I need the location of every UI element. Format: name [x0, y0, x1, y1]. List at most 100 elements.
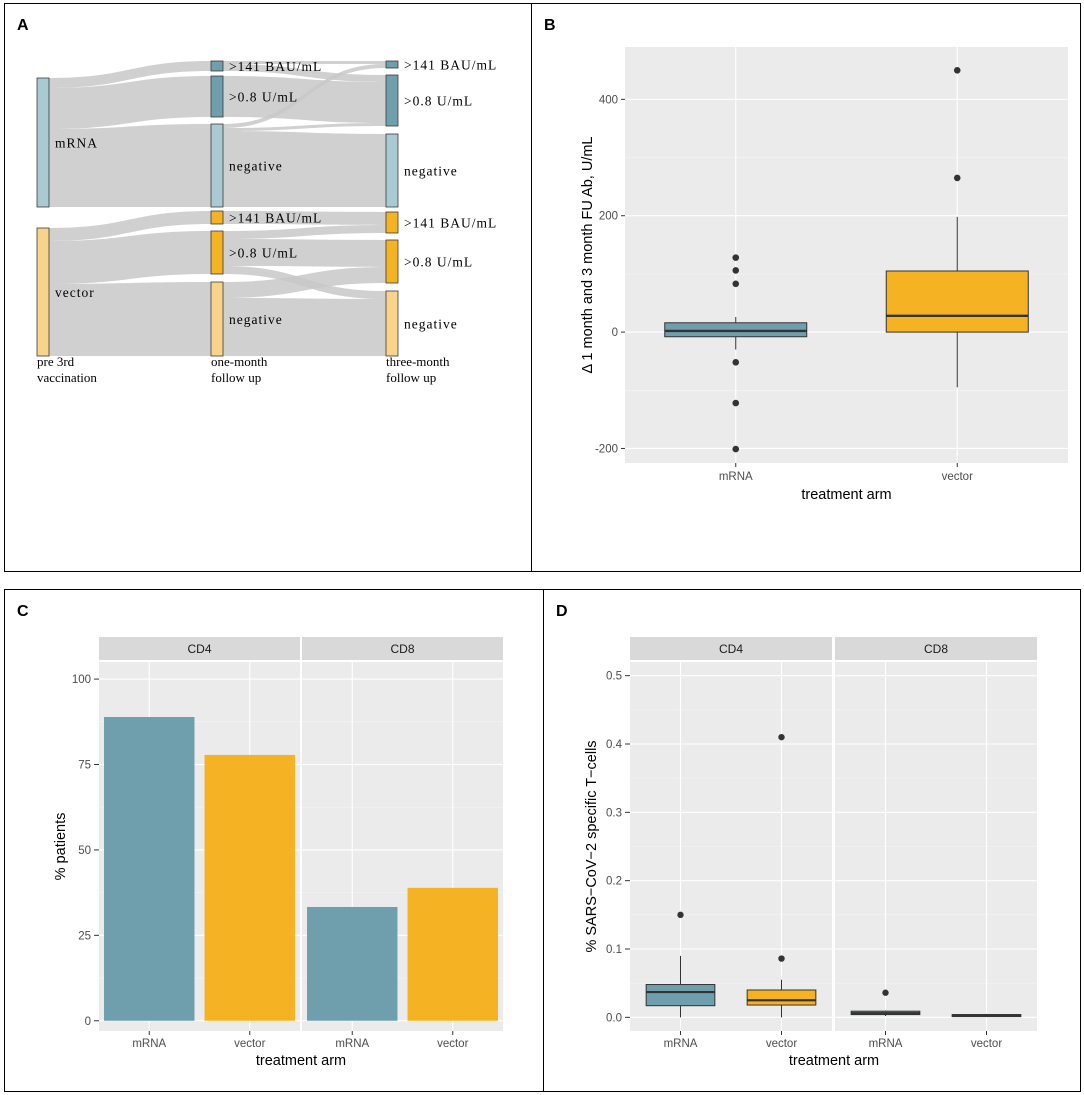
flow-vm-vh	[223, 225, 386, 239]
sankey-label-mm2: >0.8 U/mL	[404, 94, 473, 109]
panel-label-b: B	[544, 17, 556, 34]
sankey-node-mn1	[210, 123, 224, 208]
panel-d: D 0.0 0.1 0.2 0.3 0.4 0.5 CD4 mRNA vector CD8 mRNA…	[543, 589, 1081, 1092]
x-tick-label: vector	[234, 1038, 265, 1050]
flow-mn-mh	[223, 64, 386, 128]
facet-strip	[302, 637, 503, 660]
stage-label-2-1: follow up	[386, 370, 436, 385]
x-axis-title: treatment arm	[789, 1053, 879, 1069]
outlier-point	[732, 445, 740, 453]
outlier-point	[953, 174, 961, 182]
flow-vector-to-high	[49, 211, 211, 241]
y-axis-title: % SARS−CoV−2 specific T−cells	[584, 740, 600, 952]
x-tick-label: vector	[437, 1038, 468, 1050]
flow-mh-mm	[223, 64, 386, 82]
x-tick-label: mRNA	[335, 1038, 369, 1050]
boxplot-chart-d: D 0.0 0.1 0.2 0.3 0.4 0.5 CD4 mRNA vector CD8 mRNA…	[556, 603, 1037, 1069]
sankey-label-mh1: >141 BAU/mL	[229, 59, 322, 74]
y-tick-label: 100	[72, 674, 91, 686]
bar-CD8-vector	[407, 887, 498, 1021]
sankey-label-v0: vector	[55, 285, 95, 300]
y-tick-label: 75	[78, 760, 91, 772]
outlier-point	[732, 359, 740, 366]
flow-vn-vn	[223, 298, 386, 356]
flow-mn-mm	[223, 123, 386, 131]
y-axis-title: Δ 1 month and 3 month FU Ab, U/mL	[580, 137, 596, 374]
x-tick-label: vector	[971, 1038, 1002, 1050]
sankey-node-mn2	[385, 133, 399, 208]
outlier-point	[732, 280, 740, 288]
sankey-node-mm2	[385, 74, 399, 127]
y-tick-label: 0	[612, 327, 618, 339]
outlier-point	[882, 989, 889, 996]
sankey-node-mh1	[210, 60, 224, 72]
facet-label: CD8	[924, 642, 948, 656]
x-axis-title: treatment arm	[801, 487, 891, 503]
panel-label-c: C	[17, 603, 29, 620]
y-tick-label: 200	[599, 211, 618, 223]
sankey-node-vm2	[385, 239, 399, 284]
stage-label-2-0: three-month	[386, 354, 450, 369]
y-axis-title: % patients	[53, 813, 69, 881]
facet-label: CD4	[187, 642, 211, 656]
flow-vector-to-neg	[49, 282, 211, 356]
flow-vh-vh	[223, 211, 386, 225]
panel-label-d: D	[556, 603, 568, 620]
facet-strip	[99, 637, 300, 660]
y-tick-label: 0	[85, 1016, 91, 1028]
sankey-label-mn1: negative	[229, 159, 283, 174]
flow-vector-to-mid	[49, 231, 211, 284]
outlier-point	[732, 254, 740, 261]
flow-mrna-to-high	[49, 61, 211, 88]
sankey-label-vn1: negative	[229, 312, 283, 327]
facet-label: CD8	[390, 642, 414, 656]
flow-mrna-to-mid	[49, 76, 211, 129]
sankey-node-vn2	[385, 290, 399, 357]
y-tick-label: 0.0	[606, 1012, 622, 1024]
y-tick-label: 0.3	[606, 807, 622, 819]
sankey-node-vn1	[210, 281, 224, 357]
y-tick-label: 0.1	[606, 944, 622, 956]
flow-mm-mm	[223, 76, 386, 123]
flow-vm-vm	[223, 239, 386, 267]
stage-label-0-1: vaccination	[37, 370, 97, 385]
facet-strip	[835, 637, 1037, 660]
panel-c: C 0 25 50 75 100 CD4 mRNA vector CD8 mRNA vector tr…	[4, 589, 544, 1092]
stage-label-0-0: pre 3rd	[37, 354, 75, 369]
x-tick-label: mRNA	[719, 471, 753, 483]
stage-label-1-1: follow up	[211, 370, 261, 385]
outlier-point	[677, 911, 684, 919]
sankey-label-mn2: negative	[404, 164, 458, 179]
box-vector	[885, 270, 1029, 333]
panel-b: B -200 0 200 400 mRNA vector treatment arm Δ 1 …	[531, 3, 1081, 572]
sankey-node-vh2	[385, 211, 399, 234]
y-tick-label: 0.4	[606, 739, 623, 751]
outlier-point	[953, 66, 961, 74]
flow-mn-mn	[223, 131, 386, 207]
y-tick-label: 0.2	[606, 876, 622, 888]
outlier-point	[778, 955, 785, 962]
x-tick-label: mRNA	[664, 1038, 698, 1050]
y-tick-label: 25	[78, 930, 91, 942]
sankey-chart: A mRNA vector >141 BAU/mL >0.8 U/mL negative…	[17, 17, 496, 385]
panel-a: A mRNA vector >141 BAU/mL >0.8 U/mL negative…	[4, 3, 532, 572]
facet-strip	[630, 637, 832, 660]
stage-label-1-0: one-month	[211, 354, 268, 369]
sankey-label-m0: mRNA	[55, 136, 98, 151]
sankey-node-m0	[36, 77, 50, 208]
sankey-label-vn2: negative	[404, 317, 458, 332]
sankey-node-mh2	[385, 60, 399, 69]
sankey-label-vm1: >0.8 U/mL	[229, 246, 298, 261]
x-tick-label: mRNA	[869, 1038, 903, 1050]
y-tick-label: 50	[78, 845, 91, 857]
outlier-point	[732, 399, 740, 407]
x-tick-label: vector	[942, 471, 973, 483]
box-CD4-mRNA	[645, 984, 716, 1007]
y-tick-label: 0.5	[606, 671, 622, 683]
x-tick-label: vector	[766, 1038, 797, 1050]
flow-mh-mh	[223, 61, 386, 64]
facet-label: CD4	[719, 642, 743, 656]
bar-chart-c: C 0 25 50 75 100 CD4 mRNA vector CD8 mRNA vector tr…	[17, 603, 503, 1069]
outlier-point	[778, 733, 785, 741]
x-tick-label: mRNA	[132, 1038, 166, 1050]
